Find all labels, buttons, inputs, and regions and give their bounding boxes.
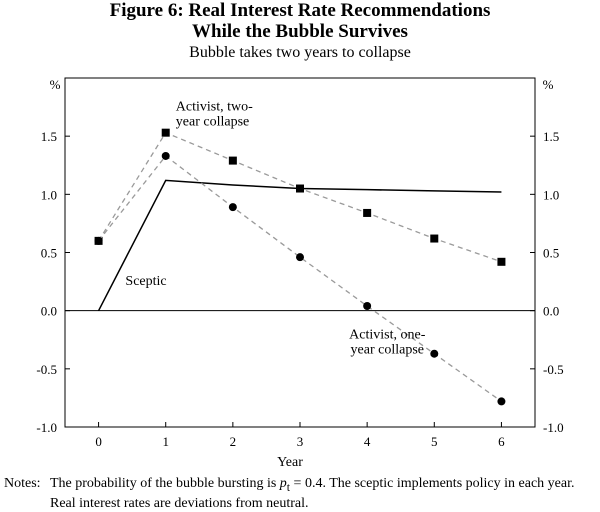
x-axis-label: Year <box>277 455 303 470</box>
data-point-square <box>296 184 304 193</box>
y-tick-label-right: -1.0 <box>543 420 564 435</box>
data-point-square <box>430 234 439 243</box>
y-tick-label-left: -0.5 <box>36 362 57 377</box>
data-point-circle <box>94 236 103 245</box>
data-point-circle <box>497 397 506 406</box>
annotation-two-year-line1: Activist, two- <box>176 100 253 115</box>
data-point-circle <box>228 203 237 212</box>
data-point-square <box>363 208 372 217</box>
chart-title: Figure 6: Real Interest Rate Recommendat… <box>109 0 491 21</box>
annotation-one-year-line1: Activist, one- <box>349 328 426 343</box>
y-tick-label-right: 0.5 <box>543 246 559 261</box>
x-tick-label: 4 <box>364 434 371 449</box>
annotation-one-year-line2: year collapse <box>351 343 424 358</box>
x-tick-label: 0 <box>95 434 102 449</box>
data-point-circle <box>161 151 170 160</box>
data-point-square <box>228 156 237 165</box>
y-tick-label-right: 1.5 <box>543 129 559 144</box>
annotation-two-year-line2: year collapse <box>176 115 249 130</box>
data-point-circle <box>430 349 439 358</box>
chart-title-line2: While the Bubble Survives <box>192 21 408 42</box>
chart-subtitle: Bubble takes two years to collapse <box>189 44 411 61</box>
y-tick-label-right: 0.0 <box>543 304 559 319</box>
y-axis-unit-right: % <box>543 77 554 92</box>
x-tick-label: 3 <box>297 434 304 449</box>
annotation-sceptic: Sceptic <box>125 274 166 289</box>
x-tick-label: 1 <box>162 434 169 449</box>
y-tick-label-left: 1.0 <box>41 187 57 202</box>
data-point-square <box>161 128 170 137</box>
data-point-circle <box>296 253 304 262</box>
data-point-square <box>497 257 506 266</box>
notes-label: Notes: <box>4 476 41 491</box>
x-tick-label: 2 <box>230 434 237 449</box>
notes-line1-prefix: The probability of the bubble bursting i… <box>50 476 280 491</box>
y-tick-label-right: 1.0 <box>543 187 559 202</box>
y-tick-label-right: -0.5 <box>543 362 564 377</box>
notes-subscript: t <box>286 480 291 494</box>
series-line-sceptic <box>97 179 502 312</box>
notes-line2: Real interest rates are deviations from … <box>50 495 309 511</box>
y-tick-label-left: 1.5 <box>41 129 57 144</box>
data-point-circle <box>363 302 372 311</box>
y-tick-label-left: -1.0 <box>36 420 57 435</box>
notes-line1-suffix: = 0.4. The sceptic implements policy in … <box>290 476 575 491</box>
y-tick-label-left: 0.5 <box>41 246 57 261</box>
y-tick-label-left: 0.0 <box>41 304 57 319</box>
x-tick-label: 5 <box>431 434 438 449</box>
x-tick-label: 6 <box>498 434 505 449</box>
y-axis-unit-left: % <box>50 77 61 92</box>
series-line-activist-two-year-collapse <box>98 131 502 263</box>
notes: Notes: The probability of the bubble burs… <box>4 476 600 512</box>
notes-variable: p <box>279 476 287 491</box>
